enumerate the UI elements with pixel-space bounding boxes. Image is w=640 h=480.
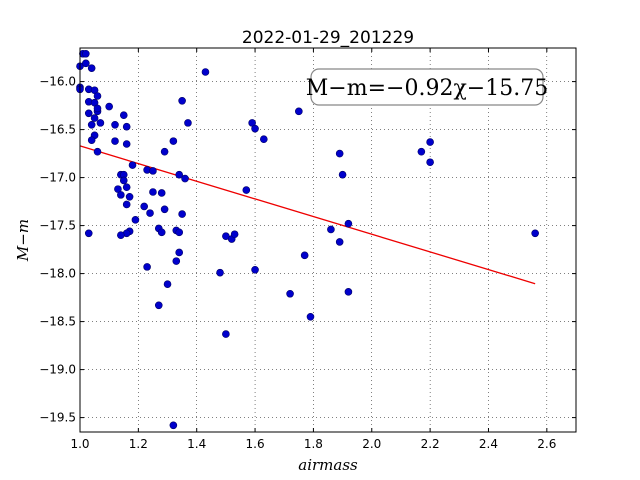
x-tick-label: 1.4 <box>187 437 206 451</box>
x-tick-label: 2.0 <box>362 437 381 451</box>
data-point <box>286 289 294 298</box>
data-point <box>122 200 131 209</box>
data-point <box>96 119 105 127</box>
data-point <box>87 136 96 144</box>
x-tick-label: 2.4 <box>479 437 498 451</box>
y-axis-label: M−m <box>14 219 32 262</box>
data-point <box>149 167 157 175</box>
data-point <box>306 312 315 321</box>
data-point <box>87 121 96 129</box>
data-point <box>178 210 186 218</box>
data-point <box>111 137 119 145</box>
data-point <box>230 230 239 239</box>
plot-frame <box>79 47 577 433</box>
data-points <box>76 49 539 430</box>
data-point <box>146 209 154 217</box>
x-tick-label: 1.0 <box>70 437 89 451</box>
data-point <box>93 104 102 113</box>
data-point <box>111 121 119 129</box>
y-tick-label: −18.0 <box>39 267 76 281</box>
y-tick-label: −19.0 <box>39 363 76 377</box>
data-point <box>172 257 181 265</box>
data-point <box>181 174 189 183</box>
data-point <box>160 147 169 156</box>
axis-ticks: 1.0 1.2 1.4 1.6 1.8 2.0 2.2 2.4 2.6 −16.0 −16.5 −17… <box>39 48 576 451</box>
data-point <box>122 183 131 191</box>
data-point <box>175 170 183 179</box>
data-point <box>175 248 183 257</box>
data-point <box>84 109 93 118</box>
data-point <box>426 138 434 146</box>
data-point <box>251 265 259 274</box>
data-point <box>300 251 309 260</box>
data-point <box>125 193 134 201</box>
data-point <box>344 219 353 228</box>
data-point <box>327 225 335 234</box>
data-point <box>131 216 140 224</box>
data-point <box>117 191 125 199</box>
data-point <box>175 228 183 237</box>
data-point <box>160 205 169 214</box>
data-point <box>157 228 166 237</box>
data-point <box>295 107 303 116</box>
annotation-text: M−m=−0.92χ−15.75 <box>306 76 548 101</box>
data-point <box>140 202 148 211</box>
y-tick-label: −17.5 <box>39 219 76 233</box>
data-point <box>335 149 344 158</box>
data-point <box>117 231 125 239</box>
data-point <box>344 288 353 296</box>
data-point <box>128 161 137 169</box>
data-point <box>426 158 434 167</box>
data-point <box>119 111 128 119</box>
data-point <box>251 124 259 133</box>
data-point <box>242 186 251 194</box>
data-point <box>93 147 102 156</box>
x-tick-label: 1.2 <box>129 437 148 451</box>
annotation-box: M−m=−0.92χ−15.75 <box>306 68 548 106</box>
data-point <box>417 147 426 156</box>
x-axis-label: airmass <box>298 456 358 474</box>
y-tick-label: −17.0 <box>39 171 76 185</box>
data-point <box>84 229 93 238</box>
data-point <box>169 421 178 430</box>
data-point <box>169 137 178 145</box>
data-point <box>119 176 128 185</box>
data-point <box>222 330 230 338</box>
data-point <box>154 301 163 310</box>
x-tick-label: 1.6 <box>246 437 265 451</box>
data-point <box>122 122 131 131</box>
data-point <box>82 49 90 58</box>
x-tick-label: 2.6 <box>537 437 556 451</box>
data-point <box>184 119 192 127</box>
data-point <box>163 280 172 288</box>
y-tick-label: −19.5 <box>39 411 76 425</box>
x-tick-label: 1.8 <box>304 437 323 451</box>
grid <box>80 48 576 432</box>
data-point <box>122 140 131 148</box>
y-tick-label: −16.5 <box>39 123 76 137</box>
data-point <box>149 188 157 196</box>
data-point <box>93 92 102 100</box>
data-point <box>143 263 151 271</box>
y-tick-label: −16.0 <box>39 75 76 89</box>
data-point <box>82 59 90 68</box>
data-point <box>90 114 99 122</box>
x-tick-label: 2.2 <box>421 437 440 451</box>
data-point <box>87 64 96 72</box>
data-point <box>260 135 268 143</box>
data-point <box>105 102 113 111</box>
y-tick-label: −18.5 <box>39 315 76 329</box>
data-point <box>157 189 166 197</box>
data-point <box>531 229 539 238</box>
data-point <box>201 68 210 76</box>
data-point <box>338 170 347 179</box>
chart-title: 2022-01-29_201229 <box>242 28 414 48</box>
data-point <box>178 97 186 105</box>
data-point <box>216 268 224 277</box>
data-point <box>335 238 344 246</box>
